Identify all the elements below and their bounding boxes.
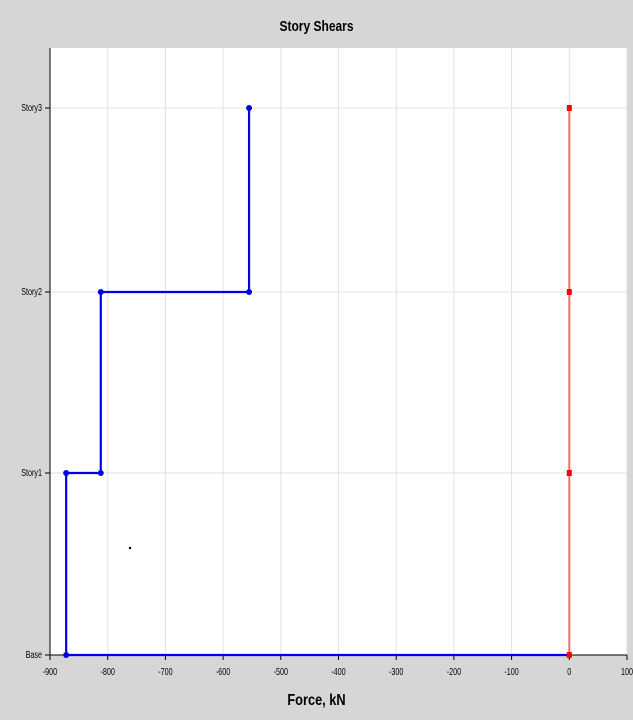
x-tick-label: -400 <box>331 666 346 677</box>
series-marker-2 <box>566 652 572 658</box>
series-marker-2 <box>566 289 572 295</box>
stray-dot <box>128 546 132 550</box>
x-axis-title: Force, kN <box>287 692 346 709</box>
series-marker-2 <box>566 470 572 476</box>
series-marker-1 <box>97 289 104 295</box>
x-tick-label: -300 <box>389 666 404 677</box>
x-tick-label: 100 <box>621 666 633 677</box>
series-marker-1 <box>246 105 253 111</box>
chart-title: Story Shears <box>279 18 354 35</box>
x-tick-label: 0 <box>567 666 571 677</box>
x-tick-label: -200 <box>447 666 462 677</box>
x-tick-label: -600 <box>216 666 231 677</box>
series-marker-1 <box>63 652 70 658</box>
x-tick-label: -900 <box>43 666 58 677</box>
series-marker-1 <box>63 470 70 476</box>
x-tick-label: -700 <box>158 666 173 677</box>
x-tick-label: -100 <box>504 666 519 677</box>
y-tick-label: Base <box>26 649 43 660</box>
series-marker-1 <box>246 289 253 295</box>
y-tick-label: Story3 <box>21 102 42 113</box>
x-tick-label: -800 <box>101 666 116 677</box>
series-marker-2 <box>566 105 572 111</box>
series-marker-1 <box>97 470 104 476</box>
y-tick-label: Story1 <box>21 467 42 478</box>
y-tick-label: Story2 <box>21 286 42 297</box>
x-tick-label: -500 <box>274 666 289 677</box>
